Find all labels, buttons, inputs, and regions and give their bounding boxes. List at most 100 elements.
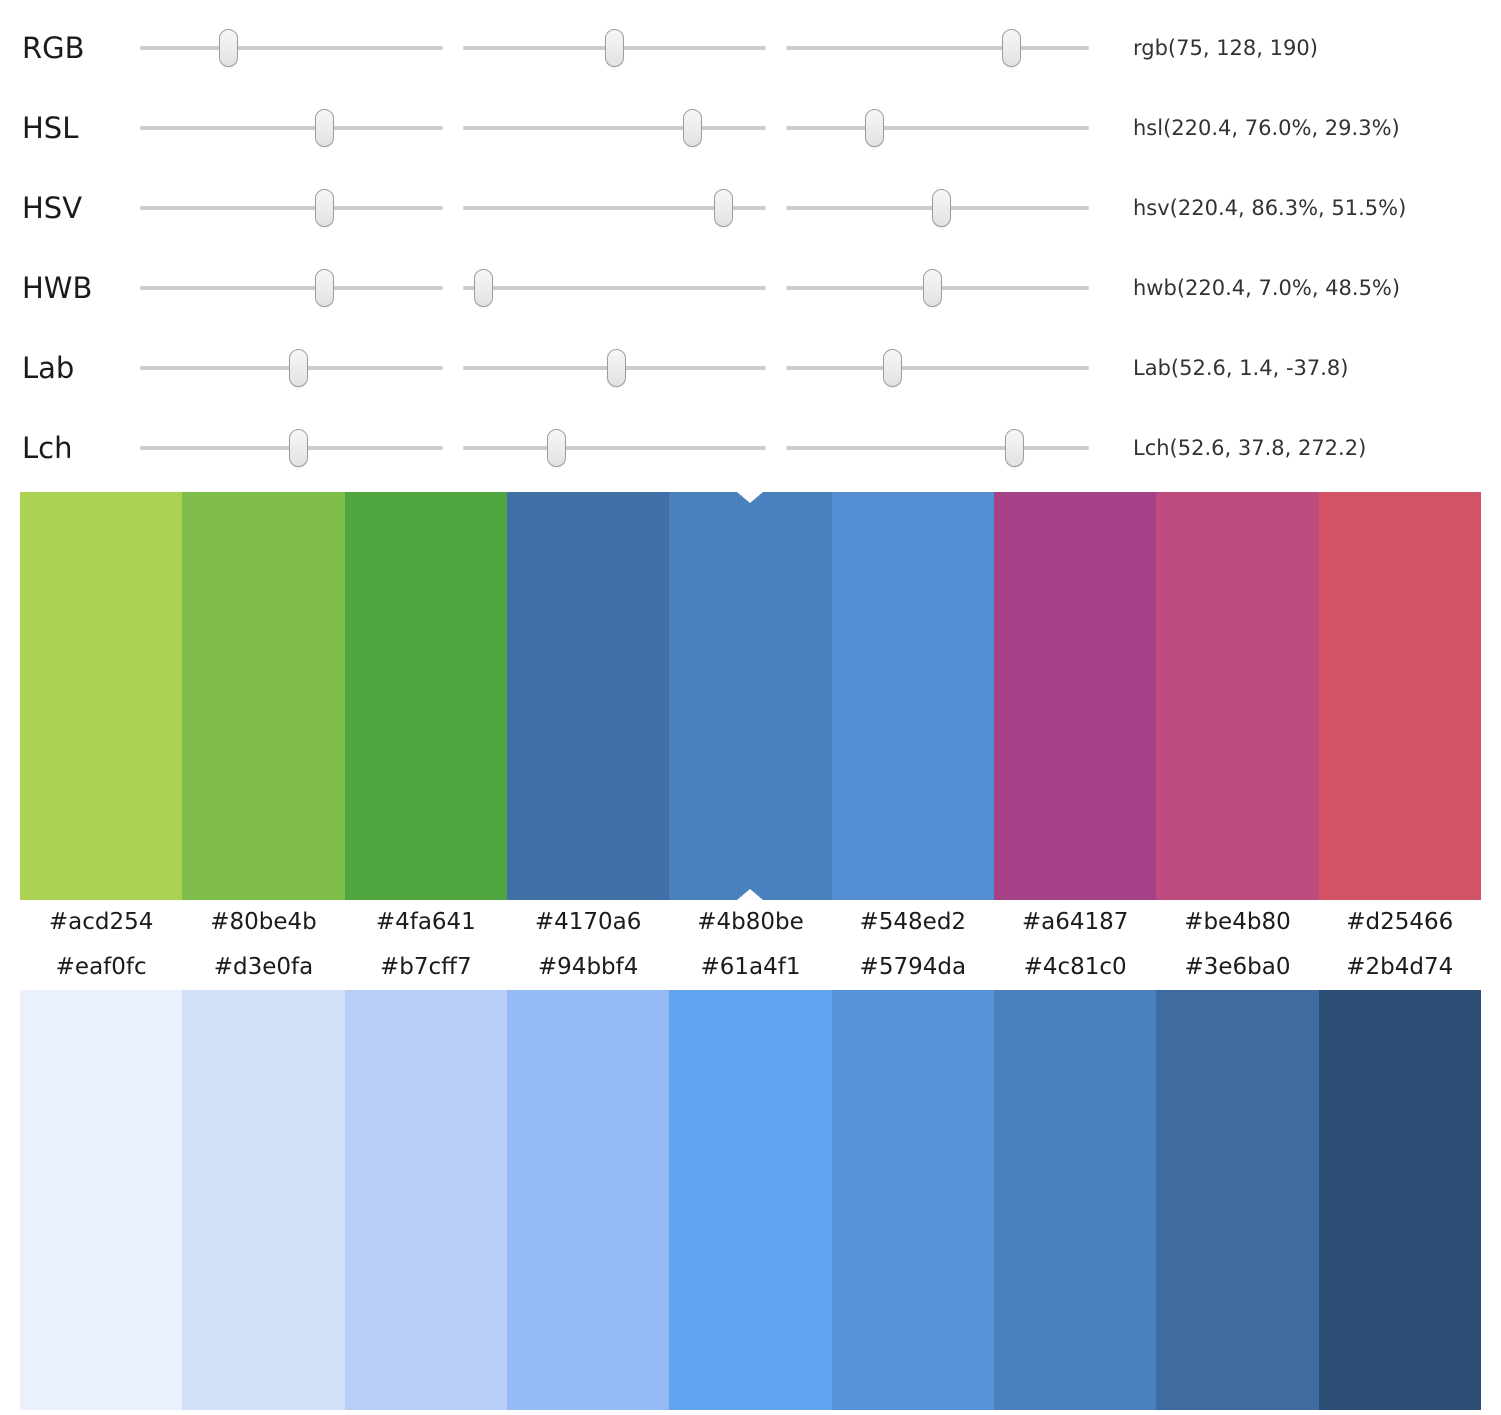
slider-track[interactable] bbox=[140, 189, 443, 227]
swatch-hex-label: #acd254 bbox=[48, 909, 154, 935]
slider-thumb[interactable] bbox=[606, 349, 626, 387]
slider-track[interactable] bbox=[463, 109, 766, 147]
slider-track[interactable] bbox=[786, 109, 1089, 147]
slider-thumb[interactable] bbox=[289, 349, 309, 387]
palette-hue-swatch-row bbox=[20, 492, 1481, 900]
swatch-hex-label: #5794da bbox=[859, 954, 967, 980]
color-swatch[interactable] bbox=[344, 492, 507, 900]
palette-tint-swatch-row bbox=[20, 990, 1481, 1410]
swatch-hex-label: #94bbf4 bbox=[537, 954, 639, 980]
color-swatch[interactable] bbox=[1318, 990, 1481, 1410]
slider-thumb[interactable] bbox=[882, 349, 902, 387]
slider-row-label: HSV bbox=[22, 191, 83, 225]
slider-track[interactable] bbox=[463, 29, 766, 67]
slider-thumb[interactable] bbox=[1005, 429, 1025, 467]
slider-row-hsl: HSL hsl(220.4, 76.0%, 29.3%) bbox=[0, 88, 1501, 168]
slider-track[interactable] bbox=[140, 349, 443, 387]
swatch-hex-label: #d25466 bbox=[1346, 909, 1454, 935]
slider-row-label: Lab bbox=[22, 351, 75, 385]
slider-row-lch: Lch Lch(52.6, 37.8, 272.2) bbox=[0, 408, 1501, 488]
palette-hue-scale: #acd254 #80be4b #4fa641 #4170a6 #4b80be #548e… bbox=[0, 492, 1501, 945]
slider-thumb[interactable] bbox=[315, 109, 335, 147]
slider-row-label: HWB bbox=[22, 271, 93, 305]
slider-track[interactable] bbox=[786, 29, 1089, 67]
slider-row-label: HSL bbox=[22, 111, 79, 145]
slider-track[interactable] bbox=[786, 269, 1089, 307]
slider-row-rgb: RGB rgb(75, 128, 190) bbox=[0, 8, 1501, 88]
slider-row-hwb: HWB hwb(220.4, 7.0%, 48.5%) bbox=[0, 248, 1501, 328]
slider-value: rgb(75, 128, 190) bbox=[1133, 36, 1318, 60]
slider-value: hsv(220.4, 86.3%, 51.5%) bbox=[1133, 196, 1407, 220]
color-swatch[interactable] bbox=[831, 492, 994, 900]
slider-thumb[interactable] bbox=[922, 269, 942, 307]
slider-value: hsl(220.4, 76.0%, 29.3%) bbox=[1133, 116, 1400, 140]
color-swatch[interactable] bbox=[1156, 492, 1319, 900]
swatch-hex-label: #548ed2 bbox=[859, 909, 967, 935]
slider-row-label: RGB bbox=[22, 31, 85, 65]
palette-tint-shade-scale: #eaf0fc #d3e0fa #b7cff7 #94bbf4 #61a4f1 #5794… bbox=[0, 945, 1501, 1410]
slider-track[interactable] bbox=[140, 109, 443, 147]
color-swatch[interactable] bbox=[182, 492, 345, 900]
slider-thumb[interactable] bbox=[289, 429, 309, 467]
swatch-hex-label: #80be4b bbox=[210, 909, 317, 935]
swatch-hex-label: #4fa641 bbox=[375, 909, 476, 935]
slider-track[interactable] bbox=[463, 349, 766, 387]
slider-thumb[interactable] bbox=[315, 269, 335, 307]
color-swatch[interactable] bbox=[344, 990, 507, 1410]
swatch-hex-label: #eaf0fc bbox=[55, 954, 147, 980]
swatch-hex-label: #4b80be bbox=[697, 909, 804, 935]
slider-thumb[interactable] bbox=[683, 109, 703, 147]
slider-track[interactable] bbox=[786, 349, 1089, 387]
slider-track[interactable] bbox=[463, 429, 766, 467]
slider-thumb[interactable] bbox=[864, 109, 884, 147]
color-swatch[interactable] bbox=[20, 990, 183, 1410]
color-swatch[interactable] bbox=[669, 990, 832, 1410]
swatch-hex-label: #b7cff7 bbox=[380, 954, 472, 980]
slider-thumb[interactable] bbox=[546, 429, 566, 467]
slider-track[interactable] bbox=[140, 269, 443, 307]
slider-value: Lch(52.6, 37.8, 272.2) bbox=[1133, 436, 1367, 460]
slider-track[interactable] bbox=[140, 29, 443, 67]
slider-value: Lab(52.6, 1.4, -37.8) bbox=[1133, 356, 1349, 380]
swatch-hex-label: #be4b80 bbox=[1184, 909, 1291, 935]
slider-thumb[interactable] bbox=[714, 189, 734, 227]
slider-row-hsv: HSV hsv(220.4, 86.3%, 51.5%) bbox=[0, 168, 1501, 248]
swatch-hex-label: #2b4d74 bbox=[1346, 954, 1454, 980]
swatch-hex-label: #4170a6 bbox=[534, 909, 642, 935]
slider-panel: RGB rgb(75, 128, 190) HSL hsl(220.4, 76.0%,… bbox=[0, 0, 1501, 492]
slider-thumb[interactable] bbox=[474, 269, 494, 307]
selected-notch-top-icon bbox=[737, 492, 764, 503]
color-swatch[interactable] bbox=[993, 990, 1157, 1410]
slider-row-lab: Lab Lab(52.6, 1.4, -37.8) bbox=[0, 328, 1501, 408]
palette-hue-label-row: #acd254 #80be4b #4fa641 #4170a6 #4b80be #548e… bbox=[20, 900, 1481, 945]
color-swatch[interactable] bbox=[506, 492, 670, 900]
selected-notch-bottom-icon bbox=[737, 889, 764, 900]
slider-track[interactable] bbox=[463, 269, 766, 307]
color-swatch[interactable] bbox=[20, 492, 183, 900]
color-swatch[interactable] bbox=[506, 990, 670, 1410]
slider-row-label: Lch bbox=[22, 431, 73, 465]
slider-thumb[interactable] bbox=[1001, 29, 1021, 67]
color-swatch[interactable] bbox=[669, 492, 832, 900]
slider-track[interactable] bbox=[786, 429, 1089, 467]
color-swatch[interactable] bbox=[831, 990, 994, 1410]
slider-value: hwb(220.4, 7.0%, 48.5%) bbox=[1133, 276, 1401, 300]
slider-track[interactable] bbox=[463, 189, 766, 227]
slider-track[interactable] bbox=[786, 189, 1089, 227]
swatch-hex-label: #d3e0fa bbox=[213, 954, 314, 980]
slider-track[interactable] bbox=[140, 429, 443, 467]
slider-thumb[interactable] bbox=[932, 189, 952, 227]
color-swatch[interactable] bbox=[1318, 492, 1481, 900]
color-swatch[interactable] bbox=[182, 990, 345, 1410]
swatch-hex-label: #a64187 bbox=[1021, 909, 1129, 935]
color-swatch[interactable] bbox=[1156, 990, 1319, 1410]
swatch-hex-label: #61a4f1 bbox=[700, 954, 801, 980]
color-swatch[interactable] bbox=[993, 492, 1157, 900]
slider-thumb[interactable] bbox=[219, 29, 239, 67]
palette-tint-label-row: #eaf0fc #d3e0fa #b7cff7 #94bbf4 #61a4f1 #5794… bbox=[20, 945, 1481, 990]
slider-thumb[interactable] bbox=[315, 189, 335, 227]
swatch-hex-label: #4c81c0 bbox=[1023, 954, 1127, 980]
slider-thumb[interactable] bbox=[605, 29, 625, 67]
swatch-hex-label: #3e6ba0 bbox=[1184, 954, 1291, 980]
